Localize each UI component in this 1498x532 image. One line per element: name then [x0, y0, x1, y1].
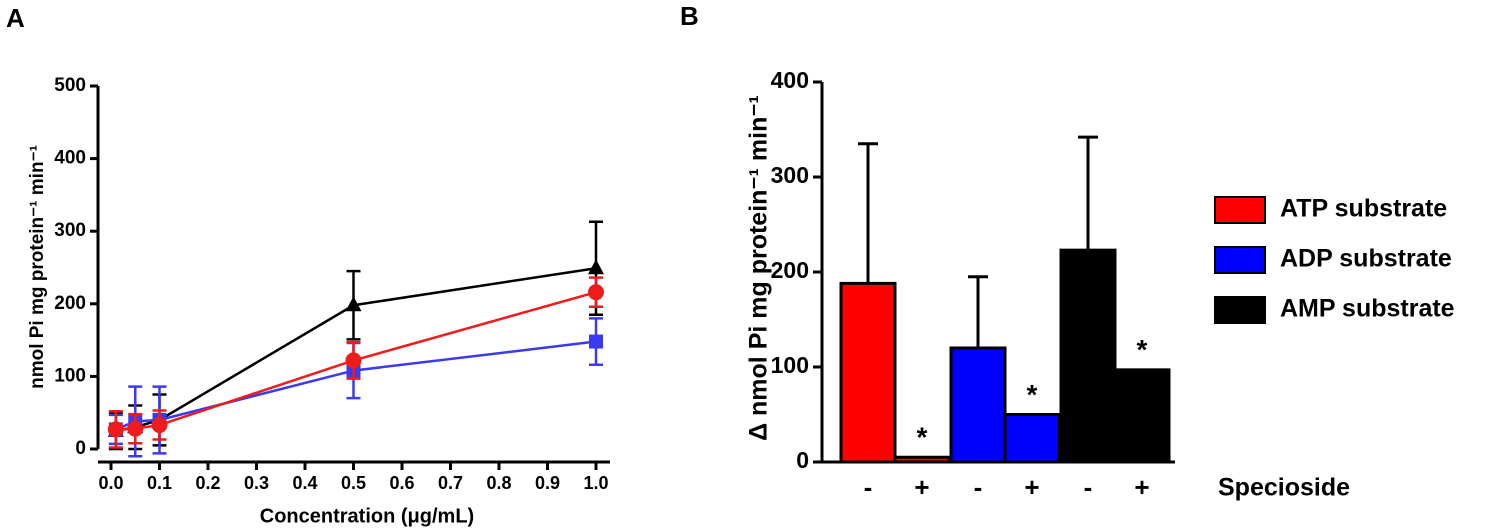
- x-tick-label: 0.9: [535, 473, 560, 493]
- x-tick-label: -: [864, 472, 873, 502]
- y-tick-label: 300: [54, 220, 86, 241]
- x-tick-label: 1.0: [583, 473, 608, 493]
- marker: [588, 259, 604, 275]
- x-tick-label: 0.6: [389, 473, 414, 493]
- y-tick-label: 200: [54, 293, 86, 314]
- x-tick-label: +: [914, 472, 929, 502]
- bar: [1003, 413, 1061, 464]
- x-axis-title: Specioside: [1218, 474, 1350, 502]
- x-tick-label: 0.4: [292, 473, 317, 493]
- y-axis-title: nmol Pi mg protein⁻¹ min⁻¹: [27, 145, 48, 389]
- panel-label: B: [680, 1, 699, 31]
- x-tick-label: 0.8: [486, 473, 511, 493]
- legend-swatch: [1214, 196, 1266, 224]
- x-tick-label: 0.0: [98, 473, 123, 493]
- x-tick-label: 0.2: [195, 473, 220, 493]
- y-axis-title: Δ nmol Pi mg protein⁻¹ min⁻¹: [745, 95, 773, 441]
- panel-label: A: [6, 3, 25, 33]
- x-tick-label: -: [1084, 472, 1093, 502]
- bar: [1059, 248, 1117, 464]
- y-tick-label: 0: [75, 438, 86, 459]
- y-tick-label: 200: [771, 257, 809, 283]
- x-tick-label: +: [1134, 472, 1149, 502]
- x-axis-title: Concentration (μg/mL): [260, 505, 474, 527]
- error-bar: [858, 142, 878, 284]
- bar: [893, 455, 951, 464]
- x-tick-label: 0.3: [244, 473, 269, 493]
- bar: [839, 281, 897, 464]
- y-tick-label: 400: [771, 67, 809, 93]
- significance-label: *: [1027, 379, 1038, 410]
- marker: [345, 296, 362, 312]
- marker: [588, 284, 604, 301]
- x-tick-label: -: [974, 472, 983, 502]
- bar: [1113, 368, 1171, 464]
- x-tick-label: 0.5: [341, 473, 366, 493]
- legend-swatch: [1214, 246, 1266, 274]
- significance-label: *: [1137, 334, 1148, 365]
- legend-label: ADP substrate: [1280, 245, 1452, 273]
- marker: [589, 334, 603, 349]
- y-tick-label: 500: [54, 75, 86, 96]
- x-tick-label: 0.7: [438, 473, 463, 493]
- y-tick-label: 100: [771, 352, 809, 378]
- legend-label: ATP substrate: [1280, 195, 1447, 223]
- y-tick-label: 100: [54, 365, 86, 386]
- significance-label: *: [917, 422, 928, 453]
- error-bar: [1078, 135, 1098, 251]
- bar: [949, 346, 1007, 464]
- y-tick-label: 400: [54, 148, 86, 169]
- marker: [127, 420, 144, 437]
- y-tick-label: 300: [771, 162, 809, 188]
- error-bar: [968, 275, 988, 348]
- marker: [345, 352, 362, 369]
- legend-label: AMP substrate: [1280, 295, 1455, 323]
- legend-swatch: [1214, 296, 1266, 324]
- marker: [151, 417, 168, 434]
- marker: [107, 421, 124, 438]
- y-tick-label: 0: [796, 447, 809, 473]
- x-tick-label: 0.1: [147, 473, 172, 493]
- x-tick-label: +: [1024, 472, 1039, 502]
